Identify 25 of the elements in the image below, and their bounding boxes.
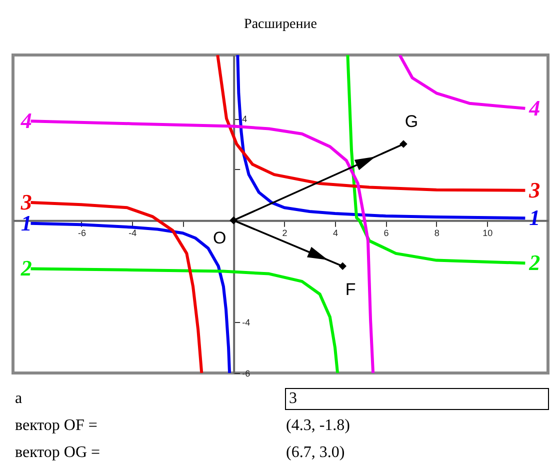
y-tick-label: -4 [242,318,250,328]
y-tick-label: 4 [242,114,248,124]
chart-title: Расширение [244,17,317,32]
annotation: 3 [528,177,540,202]
x-tick-label: -4 [128,228,137,238]
annotation: F [345,280,356,300]
annotation: O [212,228,226,248]
annotation: G [404,112,418,132]
text: 2 [529,250,540,276]
x-tick-label: 4 [333,228,338,238]
text: 4 [529,95,540,120]
series-label: 4 [20,108,32,134]
series-label: 3 [20,190,32,215]
x-tick-label: 2 [282,228,288,238]
x-tick-label: 10 [482,228,493,238]
x-tick-label: -6 [78,228,86,238]
series-label: 2 [20,256,32,281]
text: вектор OF = [15,417,98,435]
text: a [15,390,22,408]
text: (6.7, 3.0) [286,444,345,462]
text: вектор OG = [15,444,100,462]
x-tick-label: 6 [384,228,389,238]
text: (4.3, -1.8) [286,417,350,435]
x-tick-label: 8 [434,228,440,238]
text-field: 3 [285,388,549,410]
